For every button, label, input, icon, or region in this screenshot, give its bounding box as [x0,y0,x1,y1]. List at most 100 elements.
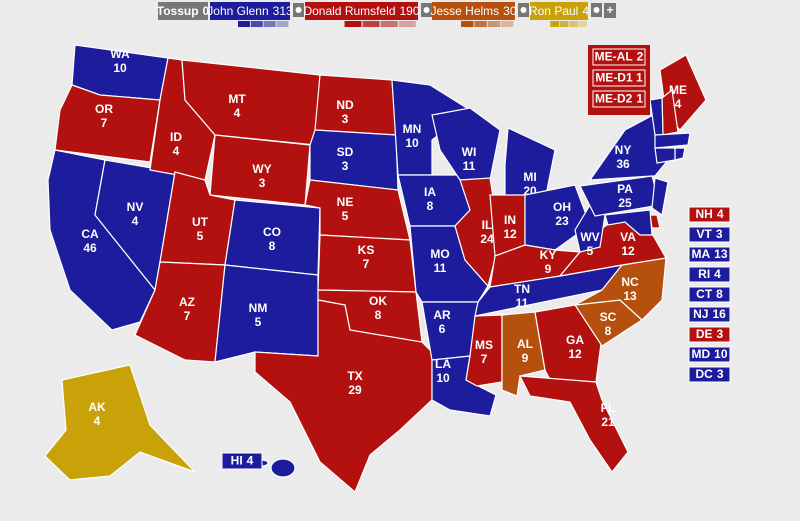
label-name: DE [696,327,713,341]
small-state-box[interactable] [688,306,731,323]
hawaii-island[interactable] [270,458,296,478]
state-votes: 10 [436,371,450,385]
state-votes: 8 [427,199,434,213]
small-state[interactable] [604,209,653,236]
state-votes: 3 [342,159,349,173]
small-state-box[interactable] [688,206,731,223]
shade-bar [362,21,380,27]
label-name: Ron Paul [529,4,578,18]
state[interactable] [454,177,501,288]
state-votes: 7 [363,257,370,271]
state-abbr: NE [337,195,354,209]
candidate-button[interactable] [210,2,290,20]
state[interactable] [44,364,196,481]
label: CT 8 [696,287,723,301]
candidate-button[interactable] [305,2,418,20]
small-state-box[interactable] [688,286,731,303]
state-votes: 3 [259,176,266,190]
small-state[interactable] [651,177,669,217]
label-name: NH [695,207,712,221]
state-abbr: TN [514,282,530,296]
label-name: Donald Rumsfeld [303,4,395,18]
small-state-box[interactable] [688,366,731,383]
small-state-box[interactable] [688,226,731,243]
state[interactable] [574,257,667,321]
shade-bar [578,21,587,27]
small-state-box[interactable] [688,246,731,263]
state-votes: 12 [568,347,582,361]
state-votes: 46 [83,241,97,255]
label-value: 190 [400,4,420,18]
state-votes: 3 [342,112,349,126]
shade-bar [550,21,559,27]
state-abbr: MN [403,122,422,136]
gear-icon [593,7,600,13]
state-votes: 8 [375,308,382,322]
state-abbr: NV [127,200,144,214]
add-button[interactable] [604,3,616,18]
state-abbr: FL [601,401,616,415]
state[interactable] [574,204,606,253]
label: VT 3 [696,227,722,241]
state-abbr: SD [337,145,354,159]
state-abbr: LA [435,357,451,371]
label-value: 16 [712,307,726,321]
state[interactable] [54,84,161,163]
state-abbr: OK [369,294,387,308]
state[interactable] [518,375,629,474]
state-votes: 9 [522,351,529,365]
state-votes: 12 [503,227,517,241]
label-value: 10 [714,347,728,361]
state-abbr: WI [462,145,477,159]
label: ME-D1 1 [595,71,643,85]
state[interactable] [397,174,471,227]
state-abbr: SC [600,310,617,324]
shade-bar [263,21,276,27]
label: Tossup 0 [157,4,210,18]
small-state[interactable] [654,147,676,164]
small-state-box[interactable] [688,346,731,363]
district-box[interactable] [592,90,646,108]
small-state-box[interactable] [688,266,731,283]
state-votes: 10 [405,136,419,150]
small-state[interactable] [654,132,691,149]
candidate-button[interactable] [432,2,515,20]
state-abbr: WY [252,162,271,176]
candidate-button[interactable] [530,2,588,20]
state[interactable] [254,299,433,493]
label-value: 4 [714,267,721,281]
shade-bar [500,21,514,27]
label-name: Jesse Helms [430,4,499,18]
state-abbr: AR [433,308,451,322]
label-name: NJ [693,307,708,321]
shade-bar [474,21,487,27]
label: RI 4 [698,267,721,281]
label-value: 13 [714,247,728,261]
label-name: Tossup [157,4,199,18]
label: NJ 16 [693,307,726,321]
tossup-button[interactable] [158,2,208,20]
label-name: ME-D2 [595,92,633,106]
label-value: 3 [716,327,723,341]
label-value: 4 [247,454,254,468]
district-box[interactable] [592,48,646,66]
state-abbr: VA [620,230,636,244]
state-abbr: MS [475,338,493,352]
label: NH 4 [695,207,723,221]
state-abbr: GA [566,333,584,347]
district-box[interactable] [592,69,646,87]
small-state-box[interactable] [688,326,731,343]
state-abbr: WA [110,47,130,61]
state[interactable] [524,184,591,251]
state-votes: 24 [480,232,494,246]
small-state[interactable] [674,147,686,161]
hawaii-box[interactable] [221,452,263,470]
state-votes: 8 [605,324,612,338]
state-votes: 4 [132,214,139,228]
state-abbr: WV [580,230,599,244]
state-votes: 9 [545,262,552,276]
label-value: 0 [203,4,210,18]
state[interactable] [304,179,411,241]
state[interactable] [314,74,397,136]
state-abbr: MT [228,92,246,106]
